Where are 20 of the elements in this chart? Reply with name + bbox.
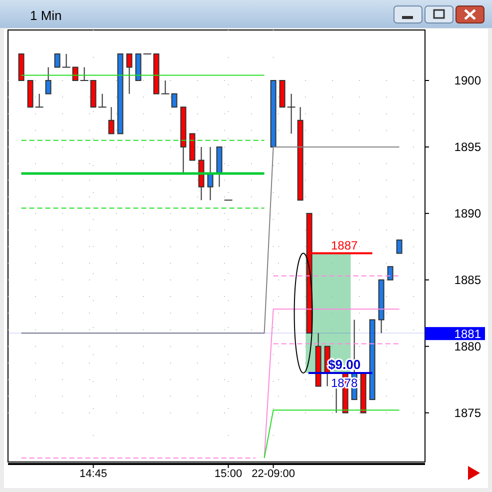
candlestick (387, 266, 394, 280)
y-tick-label: 1880 (454, 339, 482, 354)
candlestick (396, 240, 402, 254)
candlestick (45, 66, 52, 94)
candlestick (171, 93, 178, 108)
y-tick-label: 1890 (454, 206, 482, 220)
y-tick-label: 1875 (454, 406, 482, 420)
ref-line-label: 1881 (454, 327, 482, 342)
y-tick-label: 1895 (454, 140, 482, 154)
x-tick-label: 14:45 (80, 468, 108, 480)
x-tick-label: 22-09:00 (252, 468, 296, 480)
ref-line-label: 1887 (331, 238, 358, 252)
chart-title: 1 Min (30, 8, 62, 23)
candlestick (108, 106, 114, 134)
x-tick-label: 15:00 (214, 468, 242, 480)
candlestick (54, 53, 60, 68)
candlestick (72, 66, 78, 82)
y-tick-label: 1885 (454, 272, 482, 287)
y-tick-label: 1900 (454, 74, 482, 88)
candlestick (126, 53, 132, 94)
